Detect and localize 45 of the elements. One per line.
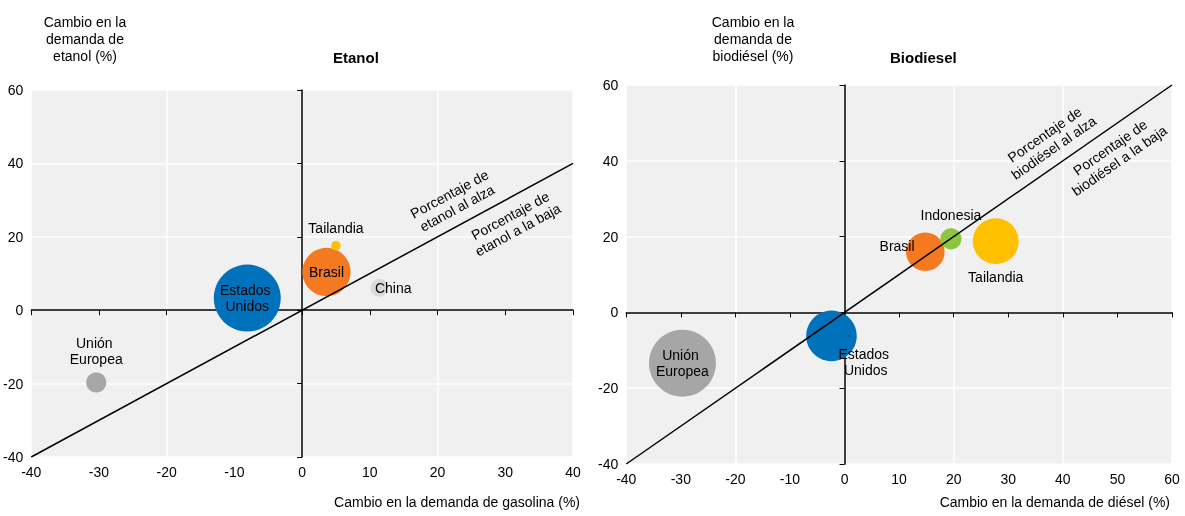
x-axis-title: Cambio en la demanda de gasolina (%) <box>334 494 581 510</box>
y-axis-title: Cambio en la demanda de etanol (%) <box>43 13 127 64</box>
x-tick-label: 40 <box>1055 471 1071 487</box>
x-tick-label: 0 <box>298 464 307 480</box>
y-axis-title: Cambio en la demanda de biodiésel (%) <box>711 13 795 64</box>
x-tick-label: 50 <box>1109 471 1126 487</box>
x-tick-label: -10 <box>224 464 245 480</box>
y-tick-label: -20 <box>598 380 619 397</box>
series-label: Tailandia <box>968 269 1024 286</box>
series-label: Unión Europea <box>655 347 710 380</box>
x-tick-label: -30 <box>88 464 110 480</box>
y-tick-label: 0 <box>610 304 619 321</box>
x-tick-label: 60 <box>1164 471 1180 487</box>
x-tick-label: 0 <box>840 471 849 487</box>
series-label: China <box>374 279 412 296</box>
series-label: Indonesia <box>920 207 982 224</box>
chart-title: Etanol <box>333 49 379 66</box>
x-tick-label: -30 <box>670 471 692 487</box>
y-tick-label: 20 <box>602 228 619 245</box>
series-label: Estados Unidos <box>220 282 275 315</box>
y-tick-label: 60 <box>7 82 24 98</box>
series-label: Tailandia <box>308 219 364 236</box>
y-tick-label: -40 <box>3 449 24 465</box>
chart-title: Biodiesel <box>890 49 957 66</box>
series-label: Unión Europea <box>69 335 123 368</box>
x-tick-label: 30 <box>1000 471 1017 487</box>
x-tick-label: 20 <box>429 464 446 480</box>
x-tick-label: -10 <box>779 471 801 487</box>
x-tick-label: -20 <box>156 464 178 480</box>
y-tick-label: -20 <box>3 375 24 392</box>
series-label: Brasil <box>308 264 344 281</box>
y-tick-label: 0 <box>15 302 24 319</box>
x-axis-title: Cambio en la demanda de diésel (%) <box>939 494 1171 510</box>
x-tick-label: 10 <box>362 464 378 480</box>
y-tick-label: 40 <box>7 155 24 172</box>
x-tick-label: -40 <box>21 464 42 480</box>
x-tick-label: -20 <box>725 471 746 487</box>
x-tick-label: 30 <box>497 464 514 480</box>
y-tick-label: 60 <box>602 77 619 93</box>
x-tick-label: 40 <box>565 464 581 480</box>
y-tick-label: 40 <box>602 152 619 169</box>
y-tick-label: 20 <box>7 228 24 245</box>
x-tick-label: 10 <box>891 471 908 487</box>
x-tick-label: 20 <box>945 471 962 487</box>
x-tick-label: -40 <box>616 471 637 487</box>
